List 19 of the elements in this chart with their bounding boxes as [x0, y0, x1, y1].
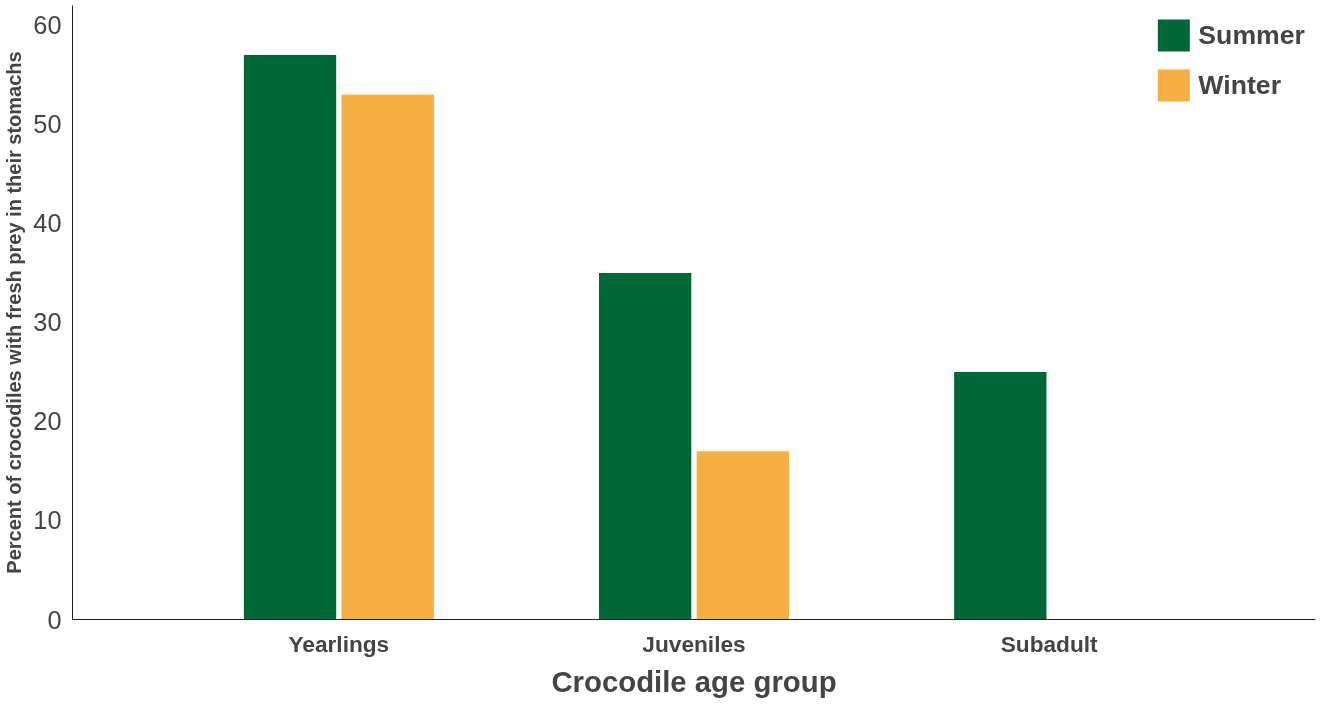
bar — [341, 94, 434, 620]
bar — [696, 451, 789, 620]
y-tick-label: 10 — [33, 506, 62, 535]
y-tick-label: 0 — [47, 605, 62, 634]
y-tick-label: 40 — [33, 209, 62, 238]
bar — [954, 371, 1047, 620]
bar — [599, 272, 692, 620]
x-tick-label: Yearlings — [288, 630, 390, 657]
legend-label: Winter — [1198, 69, 1282, 101]
bar — [243, 55, 337, 620]
y-axis-title: Percent of crocodiles with fresh prey in their stomachs — [3, 51, 26, 574]
y-tick-label: 50 — [33, 110, 62, 139]
x-tick-label: Subadult — [1000, 630, 1099, 657]
y-tick-label: 60 — [33, 11, 62, 40]
y-tick-label: 20 — [33, 407, 62, 436]
legend-label: Summer — [1198, 19, 1305, 51]
x-tick-label: Juveniles — [642, 630, 746, 657]
y-tick-label: 30 — [33, 308, 62, 337]
x-axis-title: Crocodile age group — [551, 664, 837, 698]
